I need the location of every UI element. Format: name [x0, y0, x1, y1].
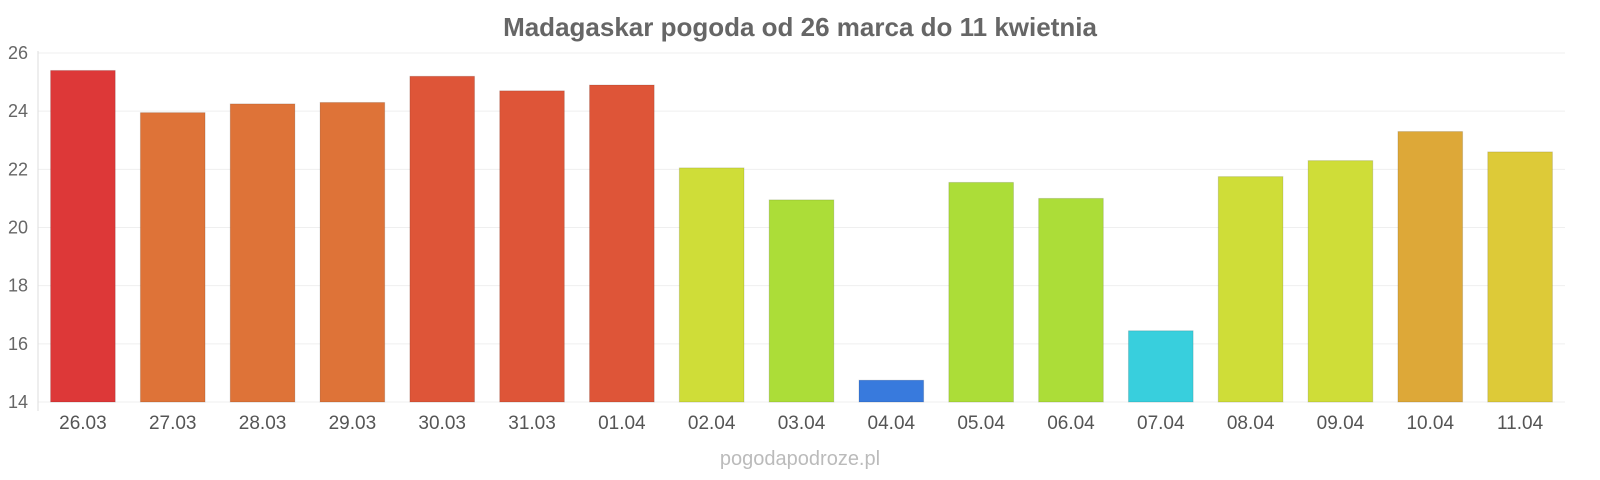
y-tick-label: 26: [8, 43, 28, 63]
x-tick-label: 27.03: [149, 413, 197, 434]
x-tick-label: 03.04: [778, 413, 826, 434]
x-tick-label: 26.03: [59, 413, 107, 434]
bar-11.04: [1487, 151, 1553, 403]
bar-29.03: [319, 101, 386, 403]
x-tick-label: 10.04: [1406, 413, 1454, 434]
bar-03.04: [768, 199, 835, 403]
x-tick-label: 05.04: [957, 413, 1005, 434]
y-tick-label: 14: [8, 392, 28, 412]
chart-title: Madagaskar pogoda od 26 marca do 11 kwie…: [503, 12, 1097, 42]
x-tick-label: 30.03: [418, 413, 466, 434]
x-tick-label: 29.03: [329, 413, 377, 434]
y-axis: 14 16 18 20 22 24 26: [8, 43, 39, 412]
y-tick-label: 22: [8, 159, 28, 179]
bar-30.03: [409, 75, 476, 403]
y-tick-label: 16: [8, 334, 28, 354]
x-tick-label: 06.04: [1047, 413, 1095, 434]
x-tick-label: 11.04: [1497, 413, 1544, 434]
y-tick-label: 18: [8, 276, 28, 296]
x-tick-label: 28.03: [239, 413, 287, 434]
bar-10.04: [1397, 131, 1464, 403]
bar-01.04: [589, 84, 655, 403]
x-tick-label: 08.04: [1227, 413, 1275, 434]
x-tick-label: 02.04: [688, 413, 736, 434]
x-tick-label: 09.04: [1317, 413, 1365, 434]
y-tick-label: 24: [8, 101, 28, 121]
x-tick-label: 31.03: [508, 413, 556, 434]
bar-27.03: [139, 112, 206, 403]
y-tick-label: 20: [8, 218, 28, 238]
bar-07.04: [1127, 330, 1194, 403]
bars-group: [50, 69, 1553, 403]
x-axis: 26.03 27.03 28.03 29.03 30.03 31.03 01.04 02.04…: [59, 413, 1543, 434]
bar-08.04: [1217, 176, 1284, 403]
bar-28.03: [229, 103, 296, 403]
bar-06.04: [1038, 197, 1104, 403]
x-tick-label: 07.04: [1137, 413, 1185, 434]
x-tick-label: 04.04: [868, 413, 916, 434]
watermark-text: pogodapodroze.pl: [720, 448, 880, 470]
bar-26.03: [50, 69, 116, 403]
bar-31.03: [499, 90, 565, 403]
bar-09.04: [1307, 160, 1374, 403]
bar-02.04: [678, 167, 745, 403]
x-tick-label: 01.04: [598, 413, 646, 434]
bar-04.04: [858, 379, 925, 403]
bar-05.04: [948, 181, 1014, 403]
